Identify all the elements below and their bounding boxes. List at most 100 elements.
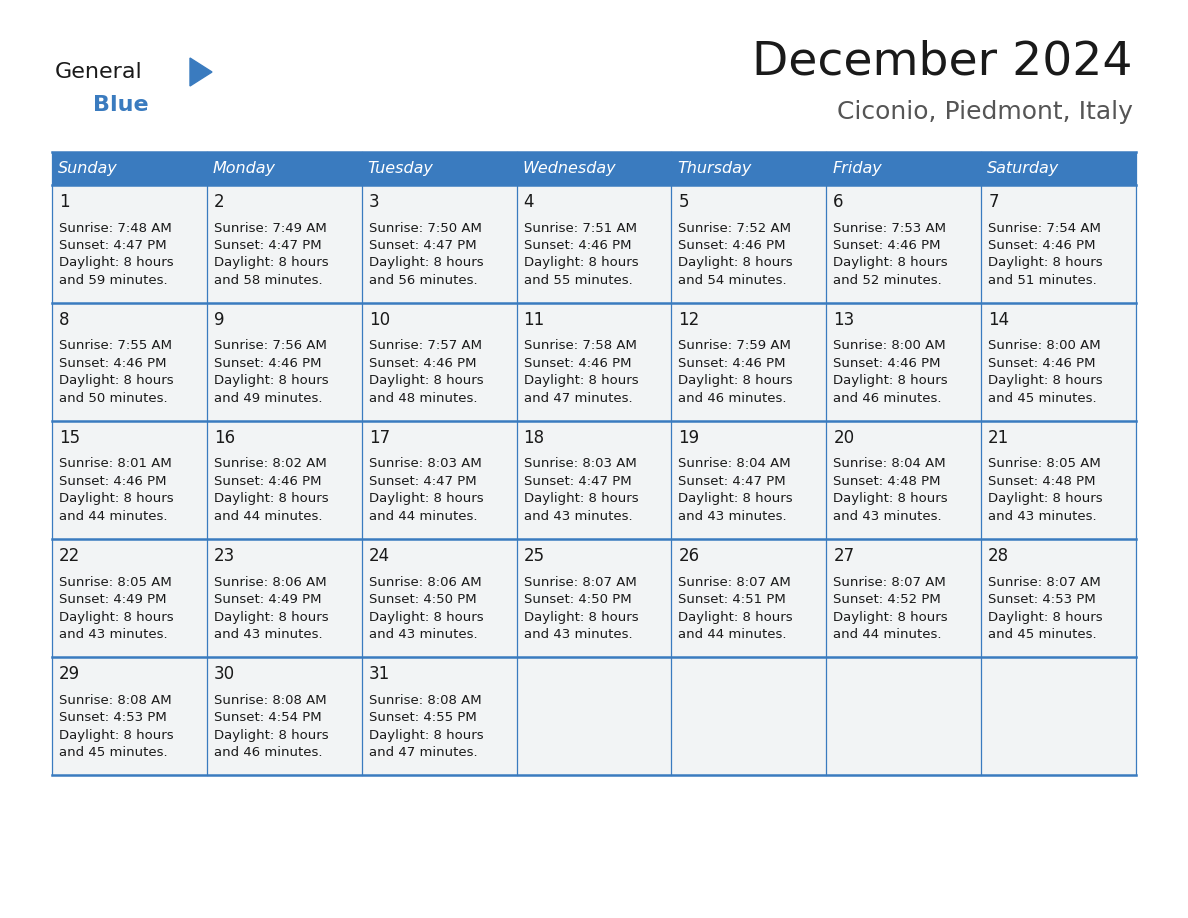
Text: 5: 5 [678,193,689,211]
Text: Daylight: 8 hours: Daylight: 8 hours [678,610,794,623]
Text: Sunrise: 8:03 AM: Sunrise: 8:03 AM [524,457,637,471]
Text: Sunrise: 8:05 AM: Sunrise: 8:05 AM [59,576,172,588]
Text: 20: 20 [833,429,854,447]
Text: and 46 minutes.: and 46 minutes. [678,392,786,405]
Text: Sunset: 4:53 PM: Sunset: 4:53 PM [59,711,166,724]
Text: Sunset: 4:46 PM: Sunset: 4:46 PM [678,239,786,252]
Text: Sunrise: 8:00 AM: Sunrise: 8:00 AM [833,340,946,353]
Text: and 43 minutes.: and 43 minutes. [524,510,632,523]
Text: and 58 minutes.: and 58 minutes. [214,274,322,287]
Text: Daylight: 8 hours: Daylight: 8 hours [678,492,794,506]
Text: Sunset: 4:46 PM: Sunset: 4:46 PM [988,357,1095,370]
Bar [52,421,1136,539]
Text: Sunrise: 7:53 AM: Sunrise: 7:53 AM [833,221,947,234]
Text: Sunrise: 8:06 AM: Sunrise: 8:06 AM [368,576,481,588]
Text: 16: 16 [214,429,235,447]
Text: and 44 minutes.: and 44 minutes. [833,628,942,641]
Text: and 47 minutes.: and 47 minutes. [524,392,632,405]
Text: 25: 25 [524,547,544,565]
Text: Tuesday: Tuesday [368,161,434,176]
Text: Sunrise: 8:03 AM: Sunrise: 8:03 AM [368,457,481,471]
Text: Sunset: 4:47 PM: Sunset: 4:47 PM [678,475,786,488]
Text: Daylight: 8 hours: Daylight: 8 hours [678,256,794,270]
Text: Sunset: 4:46 PM: Sunset: 4:46 PM [524,239,631,252]
Text: 18: 18 [524,429,544,447]
Text: Sunset: 4:51 PM: Sunset: 4:51 PM [678,593,786,606]
Text: Thursday: Thursday [677,161,752,176]
Text: 22: 22 [59,547,81,565]
Text: Sunset: 4:47 PM: Sunset: 4:47 PM [368,475,476,488]
Text: Sunset: 4:47 PM: Sunset: 4:47 PM [59,239,166,252]
Text: Sunset: 4:54 PM: Sunset: 4:54 PM [214,711,322,724]
Text: 21: 21 [988,429,1010,447]
Text: Sunday: Sunday [58,161,118,176]
Text: and 59 minutes.: and 59 minutes. [59,274,168,287]
Text: and 54 minutes.: and 54 minutes. [678,274,788,287]
Text: Sunrise: 7:51 AM: Sunrise: 7:51 AM [524,221,637,234]
Text: Saturday: Saturday [987,161,1060,176]
Text: Daylight: 8 hours: Daylight: 8 hours [988,610,1102,623]
Text: Sunset: 4:46 PM: Sunset: 4:46 PM [59,475,166,488]
Text: Sunrise: 7:49 AM: Sunrise: 7:49 AM [214,221,327,234]
Text: Daylight: 8 hours: Daylight: 8 hours [214,729,329,742]
Text: and 43 minutes.: and 43 minutes. [678,510,788,523]
Text: Wednesday: Wednesday [523,161,617,176]
Text: Sunset: 4:46 PM: Sunset: 4:46 PM [678,357,786,370]
Text: Daylight: 8 hours: Daylight: 8 hours [833,492,948,506]
Text: and 43 minutes.: and 43 minutes. [59,628,168,641]
Text: Daylight: 8 hours: Daylight: 8 hours [59,492,173,506]
Text: Sunset: 4:46 PM: Sunset: 4:46 PM [524,357,631,370]
Text: 17: 17 [368,429,390,447]
Text: 26: 26 [678,547,700,565]
Text: 13: 13 [833,311,854,329]
Text: Sunrise: 7:59 AM: Sunrise: 7:59 AM [678,340,791,353]
Text: Sunrise: 8:08 AM: Sunrise: 8:08 AM [59,693,171,707]
Text: Sunrise: 7:52 AM: Sunrise: 7:52 AM [678,221,791,234]
Text: Sunrise: 8:00 AM: Sunrise: 8:00 AM [988,340,1101,353]
Text: Sunset: 4:49 PM: Sunset: 4:49 PM [59,593,166,606]
Text: and 44 minutes.: and 44 minutes. [368,510,478,523]
Text: 29: 29 [59,665,80,683]
Text: 7: 7 [988,193,999,211]
Text: Sunset: 4:47 PM: Sunset: 4:47 PM [524,475,631,488]
Text: Daylight: 8 hours: Daylight: 8 hours [214,492,329,506]
Text: Daylight: 8 hours: Daylight: 8 hours [678,375,794,387]
Text: and 55 minutes.: and 55 minutes. [524,274,632,287]
Text: Sunrise: 8:07 AM: Sunrise: 8:07 AM [524,576,637,588]
Text: 31: 31 [368,665,390,683]
Text: 23: 23 [214,547,235,565]
Text: and 43 minutes.: and 43 minutes. [524,628,632,641]
Text: Sunrise: 7:54 AM: Sunrise: 7:54 AM [988,221,1101,234]
Text: Sunrise: 8:02 AM: Sunrise: 8:02 AM [214,457,327,471]
Text: Daylight: 8 hours: Daylight: 8 hours [59,610,173,623]
Text: 11: 11 [524,311,545,329]
Text: and 49 minutes.: and 49 minutes. [214,392,322,405]
Bar [52,185,1136,303]
Text: Daylight: 8 hours: Daylight: 8 hours [988,492,1102,506]
Text: 2: 2 [214,193,225,211]
Bar [52,152,1136,185]
Text: Sunset: 4:47 PM: Sunset: 4:47 PM [368,239,476,252]
Text: December 2024: December 2024 [752,39,1133,84]
Text: Blue: Blue [93,95,148,115]
Text: Daylight: 8 hours: Daylight: 8 hours [833,610,948,623]
Text: 30: 30 [214,665,235,683]
Text: Sunset: 4:46 PM: Sunset: 4:46 PM [988,239,1095,252]
Text: and 43 minutes.: and 43 minutes. [833,510,942,523]
Text: Daylight: 8 hours: Daylight: 8 hours [833,256,948,270]
Text: Daylight: 8 hours: Daylight: 8 hours [368,729,484,742]
Text: 15: 15 [59,429,80,447]
Text: Sunset: 4:46 PM: Sunset: 4:46 PM [59,357,166,370]
Text: Sunrise: 8:08 AM: Sunrise: 8:08 AM [368,693,481,707]
Text: Sunrise: 8:07 AM: Sunrise: 8:07 AM [678,576,791,588]
Text: Daylight: 8 hours: Daylight: 8 hours [524,492,638,506]
Text: 24: 24 [368,547,390,565]
Text: 27: 27 [833,547,854,565]
Text: Daylight: 8 hours: Daylight: 8 hours [59,729,173,742]
Text: and 45 minutes.: and 45 minutes. [59,746,168,759]
Text: Sunset: 4:46 PM: Sunset: 4:46 PM [833,239,941,252]
Text: and 51 minutes.: and 51 minutes. [988,274,1097,287]
Text: Monday: Monday [213,161,276,176]
Text: 3: 3 [368,193,379,211]
Text: Sunrise: 8:08 AM: Sunrise: 8:08 AM [214,693,327,707]
